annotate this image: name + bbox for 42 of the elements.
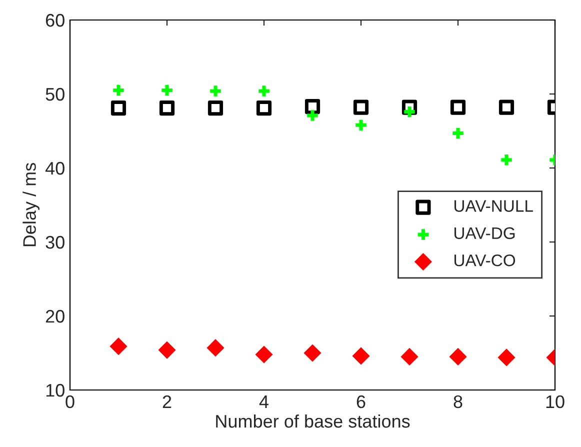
- point: [501, 154, 512, 166]
- point: [352, 347, 370, 365]
- point: [256, 100, 272, 116]
- point: [158, 341, 176, 359]
- point: [206, 339, 224, 357]
- point: [159, 100, 175, 116]
- y-tick-label: 10: [46, 384, 64, 397]
- legend-label: UAV-NULL: [454, 200, 533, 212]
- y-tick-label: 40: [45, 162, 64, 175]
- y-tick-label: 50: [46, 88, 64, 101]
- point: [450, 100, 466, 115]
- point: [208, 100, 224, 116]
- point: [400, 348, 418, 366]
- point: [110, 100, 126, 116]
- point: [304, 99, 320, 114]
- x-tick-label: 0: [66, 395, 74, 408]
- point: [356, 120, 366, 130]
- point: [353, 100, 369, 115]
- x-tick-label: 6: [356, 395, 366, 408]
- point: [110, 338, 128, 356]
- point: [162, 84, 172, 96]
- point: [452, 128, 464, 139]
- y-axis-title: Delay / ms: [22, 163, 40, 246]
- point: [449, 348, 467, 366]
- legend-label: UAV-CO: [454, 254, 516, 266]
- x-tick-label: 8: [454, 395, 462, 408]
- x-tick-label: 10: [546, 395, 564, 408]
- y-tick-label: 60: [46, 14, 64, 27]
- x-tick-label: 4: [259, 396, 268, 408]
- y-tick-label: 20: [46, 310, 64, 323]
- point: [307, 110, 318, 121]
- point: [498, 100, 514, 115]
- legend-label: UAV-DG: [454, 227, 515, 240]
- point: [255, 346, 273, 364]
- x-tick-label: 2: [162, 395, 172, 408]
- y-tick-label: 30: [46, 236, 64, 249]
- x-axis-title: Number of base stations: [216, 414, 410, 428]
- point: [210, 86, 221, 96]
- point: [258, 86, 270, 96]
- point: [304, 344, 322, 362]
- point: [113, 84, 124, 96]
- point: [498, 348, 516, 366]
